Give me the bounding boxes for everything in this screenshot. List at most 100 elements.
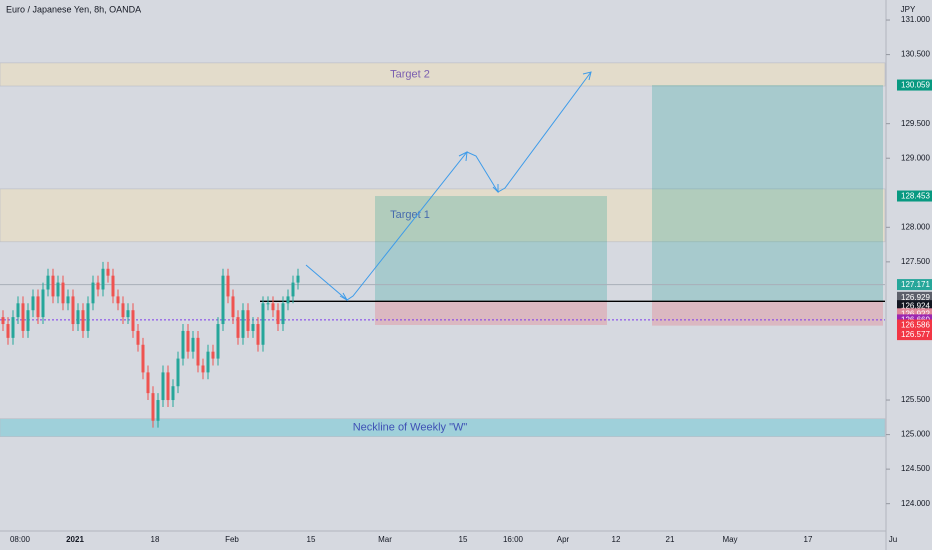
x-tick-label: Mar (378, 535, 392, 544)
candle-body (101, 268, 105, 290)
candle-body (206, 351, 210, 373)
stop-zone (375, 301, 607, 326)
x-tick-label: 15 (459, 535, 468, 544)
candle-body (291, 282, 295, 297)
price-label-box (897, 79, 932, 91)
y-tick-label: 124.500 (901, 464, 930, 473)
candle-body (16, 303, 20, 318)
projection-arrow (305, 71, 592, 301)
candle-body (246, 310, 250, 331)
y-tick-label: 131.000 (901, 15, 930, 24)
candle-body (221, 275, 225, 325)
y-tick-label: 127.500 (901, 257, 930, 266)
candle-body (276, 310, 280, 325)
candle-body (76, 310, 80, 325)
y-tick-label: 129.000 (901, 153, 930, 162)
candle-body (261, 303, 265, 345)
candle-body (251, 324, 255, 331)
zone (0, 188, 886, 243)
profit-zone (652, 85, 883, 302)
price-label-box (897, 329, 932, 341)
arrow-head (492, 184, 499, 194)
candle-body (126, 310, 130, 318)
price-axis: 131.000 130.500 129.500 129.000 128.000 127.5… (886, 15, 932, 508)
price-label-box (897, 308, 932, 320)
candle-body (61, 282, 65, 304)
arrow-head (339, 292, 349, 302)
x-tick-label: 2021 (66, 535, 84, 544)
candles (1, 261, 300, 428)
candle-body (191, 337, 195, 352)
candle-body (86, 303, 90, 331)
candle-body (171, 386, 175, 401)
candle-body (111, 275, 115, 297)
y-tick-label: 130.500 (901, 50, 930, 59)
price-label: 126.929 (901, 293, 930, 302)
price-label: 127.171 (901, 280, 930, 289)
y-tick-label: 129.500 (901, 119, 930, 128)
price-label-box (897, 319, 932, 331)
zone-label: Target 2 (390, 68, 430, 80)
candle-body (241, 310, 245, 338)
candle-body (166, 372, 170, 401)
candle-body (161, 372, 165, 401)
price-label-box (897, 190, 932, 202)
y-tick-label: 125.000 (901, 430, 930, 439)
time-axis: 08:00 2021 18 Feb 15 Mar 15 16:00 Apr 12 21 May 17 Ju (10, 535, 897, 544)
arrow-head (458, 151, 468, 162)
x-tick-label: Apr (557, 535, 570, 544)
candle-body (216, 324, 220, 359)
currency: JPY (901, 5, 916, 14)
lines (0, 284, 885, 321)
candle-body (116, 296, 120, 304)
price-label-box (897, 279, 932, 291)
price-label: 128.453 (901, 192, 930, 201)
y-tick-label: 125.500 (901, 395, 930, 404)
candle-body (1, 317, 5, 325)
candle-body (71, 296, 75, 325)
candle-body (106, 268, 110, 276)
x-tick-label: Ju (889, 535, 897, 544)
candle-body (31, 296, 35, 311)
candle-body (51, 275, 55, 297)
stop-zone (652, 301, 883, 326)
x-tick-label: 17 (804, 535, 813, 544)
price-label: 126.924 (901, 301, 930, 310)
x-tick-label: 16:00 (503, 535, 524, 544)
candle-body (146, 372, 150, 394)
candle-body (281, 303, 285, 325)
zone (0, 418, 886, 437)
zone-label: Neckline of Weekly "W" (353, 422, 468, 434)
candle-body (26, 310, 30, 331)
x-tick-label: 18 (151, 535, 160, 544)
candle-body (296, 275, 300, 283)
candle-body (36, 296, 40, 318)
candle-body (121, 303, 125, 318)
y-tick-label: 128.000 (901, 222, 930, 231)
x-tick-label: 21 (666, 535, 675, 544)
price-label-box (897, 300, 932, 312)
candle-body (136, 330, 140, 345)
profit-zone (375, 196, 607, 302)
candle-body (256, 324, 260, 345)
candle-body (151, 393, 155, 421)
candle-body (186, 330, 190, 352)
candle-body (201, 365, 205, 373)
candle-body (226, 275, 230, 297)
candle-body (96, 282, 100, 290)
candle-body (131, 310, 135, 331)
price-label: 126.922 (901, 309, 930, 318)
chart-title: Euro / Japanese Yen, 8h, OANDA (6, 4, 141, 14)
candle-body (81, 310, 85, 331)
positions (375, 85, 883, 326)
candle-body (196, 337, 200, 366)
candle-body (156, 400, 160, 421)
candle-body (11, 317, 15, 338)
candle-body (236, 317, 240, 338)
zone (0, 62, 886, 87)
price-label: 126.577 (901, 330, 930, 339)
zones: Target 2Target 1Neckline of Weekly "W" (0, 62, 886, 437)
candle-body (21, 303, 25, 331)
price-label: 126.586 (901, 321, 930, 330)
